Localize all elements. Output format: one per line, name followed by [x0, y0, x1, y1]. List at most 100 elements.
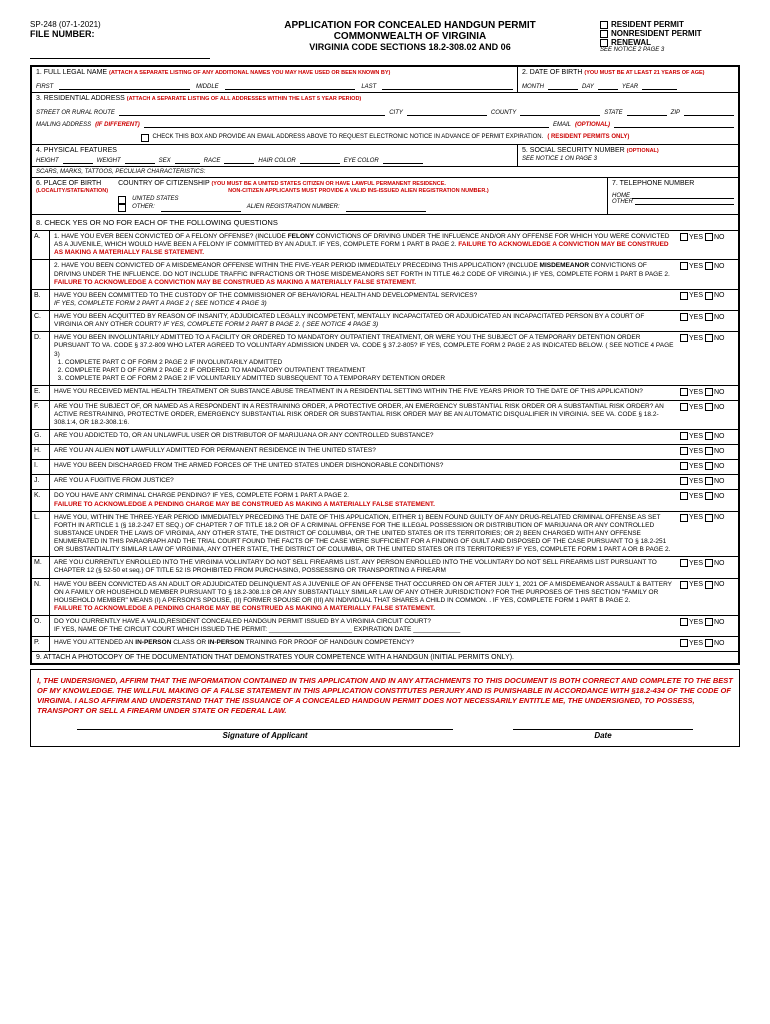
yes-no-cell: YES NO	[678, 475, 738, 489]
question-letter	[32, 260, 50, 288]
no-checkbox[interactable]	[705, 388, 713, 396]
month-field[interactable]	[548, 84, 578, 90]
s7-label: 7. TELEPHONE NUMBER	[612, 180, 694, 187]
question-row: B.HAVE YOU BEEN COMMITTED TO THE CUSTODY…	[32, 290, 738, 311]
height-field[interactable]	[63, 158, 93, 164]
no-checkbox[interactable]	[705, 514, 713, 522]
s5-label: 5. SOCIAL SECURITY NUMBER	[522, 147, 625, 154]
yes-checkbox[interactable]	[680, 262, 688, 270]
first-field[interactable]	[59, 84, 190, 90]
no-checkbox[interactable]	[705, 334, 713, 342]
yes-checkbox[interactable]	[680, 447, 688, 455]
yes-checkbox[interactable]	[680, 639, 688, 647]
file-number-field[interactable]	[30, 47, 210, 59]
yes-checkbox[interactable]	[680, 432, 688, 440]
no-checkbox[interactable]	[705, 581, 713, 589]
question-text: ARE YOU A FUGITIVE FROM JUSTICE?	[50, 475, 678, 489]
renewal-checkbox[interactable]	[600, 39, 608, 47]
yes-no-cell: YES NO	[678, 512, 738, 557]
yes-no-cell: YES NO	[678, 332, 738, 385]
question-text: HAVE YOU BEEN CONVICTED AS AN ADULT OR A…	[50, 579, 678, 616]
state-field[interactable]	[627, 110, 667, 116]
yes-checkbox[interactable]	[680, 233, 688, 241]
nonresident-checkbox[interactable]	[600, 30, 608, 38]
eye-field[interactable]	[383, 158, 423, 164]
question-row: D.HAVE YOU BEEN INVOLUNTARILY ADMITTED T…	[32, 332, 738, 386]
question-row: F.ARE YOU THE SUBJECT OF, OR NAMED AS A …	[32, 401, 738, 430]
hair-field[interactable]	[300, 158, 340, 164]
yes-checkbox[interactable]	[680, 492, 688, 500]
middle-field[interactable]	[225, 84, 356, 90]
last-label: LAST	[361, 84, 376, 90]
alien-field[interactable]	[346, 204, 426, 212]
no-checkbox[interactable]	[705, 618, 713, 626]
no-checkbox[interactable]	[705, 313, 713, 321]
question-text: ARE YOU CURRENTLY ENROLLED INTO THE VIRG…	[50, 557, 678, 577]
question-letter: I.	[32, 460, 50, 474]
form-header: SP-248 (07-1-2021) FILE NUMBER: APPLICAT…	[30, 20, 740, 59]
no-checkbox[interactable]	[705, 233, 713, 241]
yes-no-cell: YES NO	[678, 445, 738, 459]
mailing-field[interactable]	[144, 122, 549, 128]
street-field[interactable]	[119, 110, 385, 116]
other-country-label: OTHER:	[132, 204, 155, 212]
question-text: HAVE YOU RECEIVED MENTAL HEALTH TREATMEN…	[50, 386, 678, 400]
yes-checkbox[interactable]	[680, 313, 688, 321]
zip-field[interactable]	[684, 110, 734, 116]
form-id: SP-248 (07-1-2021)	[30, 20, 220, 29]
no-checkbox[interactable]	[705, 639, 713, 647]
no-checkbox[interactable]	[705, 447, 713, 455]
weight-field[interactable]	[125, 158, 155, 164]
no-checkbox[interactable]	[705, 477, 713, 485]
s5-note: SEE NOTICE 1 ON PAGE 3	[522, 156, 734, 162]
yes-checkbox[interactable]	[680, 477, 688, 485]
race-field[interactable]	[224, 158, 254, 164]
no-checkbox[interactable]	[705, 432, 713, 440]
yes-checkbox[interactable]	[680, 514, 688, 522]
other-country-checkbox[interactable]	[118, 204, 126, 212]
email-notice-checkbox[interactable]	[141, 134, 149, 142]
county-field[interactable]	[520, 110, 600, 116]
no-checkbox[interactable]	[705, 559, 713, 567]
race-label: RACE	[204, 158, 221, 164]
no-checkbox[interactable]	[705, 462, 713, 470]
permit-type-options: RESIDENT PERMIT NONRESIDENT PERMIT RENEW…	[600, 20, 740, 53]
yes-no-cell: YES NO	[678, 490, 738, 510]
email-field[interactable]	[614, 122, 734, 128]
us-checkbox[interactable]	[118, 196, 126, 204]
s3-label: 3. RESIDENTIAL ADDRESS	[36, 95, 125, 102]
day-field[interactable]	[598, 84, 618, 90]
yes-checkbox[interactable]	[680, 581, 688, 589]
yes-checkbox[interactable]	[680, 334, 688, 342]
yes-checkbox[interactable]	[680, 559, 688, 567]
sex-field[interactable]	[175, 158, 200, 164]
city-field[interactable]	[407, 110, 487, 116]
no-checkbox[interactable]	[705, 292, 713, 300]
yes-no-cell: YES NO	[678, 231, 738, 259]
yes-checkbox[interactable]	[680, 462, 688, 470]
no-checkbox[interactable]	[705, 262, 713, 270]
question-letter: O.	[32, 616, 50, 636]
other-country-field[interactable]	[161, 204, 241, 212]
yes-checkbox[interactable]	[680, 618, 688, 626]
question-row: E.HAVE YOU RECEIVED MENTAL HEALTH TREATM…	[32, 386, 738, 401]
question-letter: E.	[32, 386, 50, 400]
yes-checkbox[interactable]	[680, 292, 688, 300]
yes-checkbox[interactable]	[680, 388, 688, 396]
resident-checkbox[interactable]	[600, 21, 608, 29]
other-phone-field[interactable]	[635, 199, 734, 205]
us-label: UNITED STATES	[132, 196, 178, 204]
date-line[interactable]: Date	[513, 729, 693, 740]
renewal-label: RENEWAL	[611, 38, 651, 47]
no-checkbox[interactable]	[705, 403, 713, 411]
last-field[interactable]	[382, 84, 513, 90]
year-field[interactable]	[642, 84, 677, 90]
no-checkbox[interactable]	[705, 492, 713, 500]
question-row: P.HAVE YOU ATTENDED AN IN-PERSON CLASS O…	[32, 637, 738, 652]
question-text: HAVE YOU ATTENDED AN IN-PERSON CLASS OR …	[50, 637, 678, 651]
s1-note: (ATTACH A SEPARATE LISTING OF ANY ADDITI…	[109, 70, 390, 76]
sex-label: SEX	[159, 158, 171, 164]
yes-checkbox[interactable]	[680, 403, 688, 411]
month-label: MONTH	[522, 84, 544, 90]
signature-line[interactable]: Signature of Applicant	[77, 729, 453, 740]
